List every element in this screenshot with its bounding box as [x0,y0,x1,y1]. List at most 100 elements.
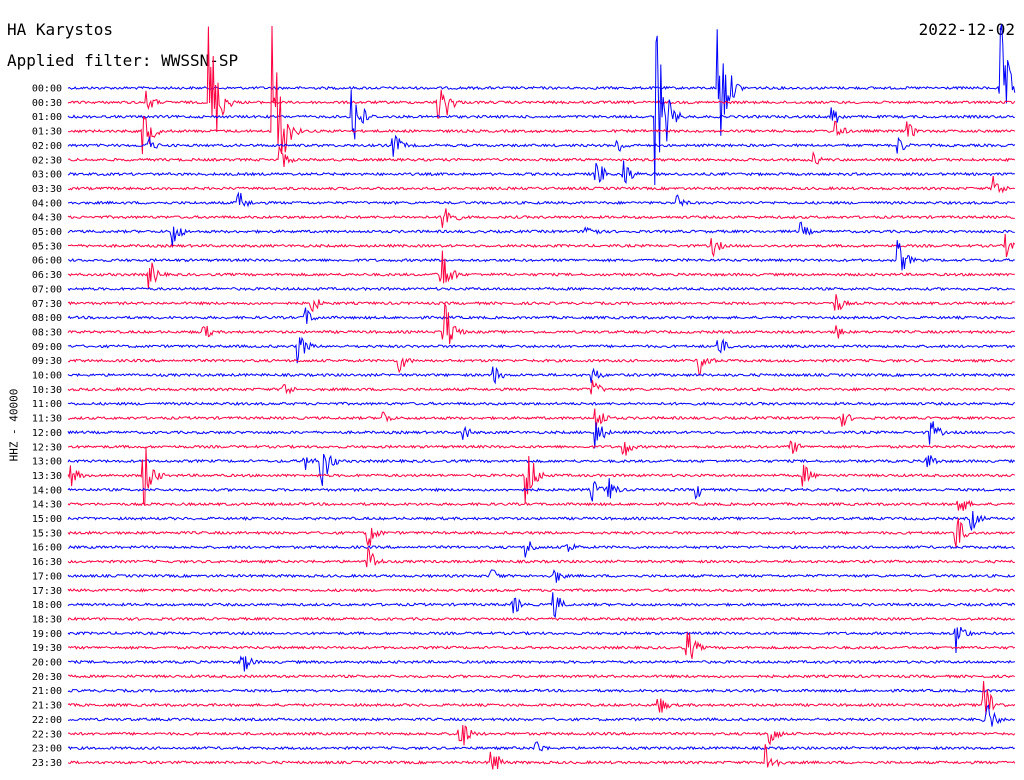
time-tick-label: 16:00 [32,543,62,554]
trace-row-0230 [67,145,1016,168]
time-tick-label: 02:30 [32,155,62,166]
trace-row-2030 [67,673,1015,679]
trace-group [67,24,1016,770]
trace-row-1730 [67,587,1015,593]
time-tick-label: 06:30 [32,270,62,281]
time-tick-label: 18:30 [32,614,62,625]
time-tick-label: 11:00 [32,399,62,410]
time-tick-label: 07:00 [32,284,62,295]
trace-row-1430 [67,499,1015,511]
trace-row-0030 [67,26,1016,132]
trace-row-1230 [67,440,1016,456]
time-tick-label: 09:30 [32,356,62,367]
trace-row-0300 [67,160,1015,184]
time-tick-label: 15:00 [32,514,62,525]
time-tick-label: 11:30 [32,414,62,425]
trace-row-0930 [67,357,1015,377]
trace-row-1530 [67,518,1016,548]
trace-row-2000 [67,655,1015,672]
trace-row-1900 [67,626,1015,654]
trace-row-0800 [67,307,1016,324]
time-tick-label: 14:30 [32,500,62,511]
trace-row-2130 [67,680,1016,715]
trace-row-1830 [67,616,1015,622]
time-tick-label: 19:30 [32,643,62,654]
time-tick-label: 04:30 [32,213,62,224]
time-tick-label: 04:00 [32,198,62,209]
trace-row-0830 [67,302,1015,345]
trace-row-0900 [67,336,1016,364]
time-tick-label: 07:30 [32,299,62,310]
trace-row-1600 [67,541,1015,558]
time-tick-label: 17:00 [32,571,62,582]
trace-row-2200 [67,704,1016,727]
time-tick-label: 10:00 [32,371,62,382]
trace-row-1630 [67,546,1016,568]
trace-row-0500 [67,221,1015,248]
trace-row-1300 [67,453,1016,486]
trace-row-1100 [67,401,1016,406]
time-tick-label: 20:00 [32,658,62,669]
trace-row-1500 [67,510,1016,531]
trace-row-1930 [67,632,1016,659]
time-tick-label: 22:00 [32,715,62,726]
time-tick-label: 08:30 [32,327,62,338]
time-tick-label: 16:30 [32,557,62,568]
trace-row-0700 [67,286,1016,292]
time-tick-label: 21:00 [32,686,62,697]
trace-row-0130 [67,25,1016,155]
trace-row-1330 [67,447,1015,505]
trace-row-0200 [67,134,1016,157]
time-tick-label: 17:30 [32,586,62,597]
time-tick-label: 19:00 [32,629,62,640]
time-tick-label: 02:00 [32,141,62,152]
trace-row-1700 [67,569,1016,583]
time-tick-label: 22:30 [32,729,62,740]
time-tick-label: 15:30 [32,528,62,539]
trace-row-2100 [67,688,1016,694]
time-tick-label: 03:00 [32,170,62,181]
trace-row-1000 [67,366,1016,385]
time-tick-label: 23:00 [32,744,62,755]
trace-row-0630 [67,250,1015,290]
trace-row-2330 [67,744,1016,770]
trace-row-1800 [67,592,1016,619]
trace-row-1400 [67,478,1016,502]
time-tick-label: 21:30 [32,701,62,712]
time-tick-label: 12:30 [32,442,62,453]
trace-row-1030 [67,380,1015,395]
time-tick-label: 18:00 [32,600,62,611]
time-tick-label: 12:00 [32,428,62,439]
trace-row-1200 [67,421,1015,449]
station-title: HA Karystos [7,20,113,39]
trace-row-1130 [67,408,1016,432]
time-tick-label: 10:30 [32,385,62,396]
trace-row-0000 [67,24,1016,136]
time-tick-label: 13:30 [32,471,62,482]
date-label: 2022-12-02 [918,20,1015,39]
trace-row-2230 [67,724,1016,746]
trace-row-0730 [67,294,1015,313]
time-tick-label: 13:00 [32,457,62,468]
time-tick-label: 14:00 [32,485,62,496]
trace-row-2300 [67,741,1016,752]
time-tick-label: 05:00 [32,227,62,238]
time-tick-label: 00:00 [32,84,62,95]
trace-row-0100 [67,35,1015,186]
time-tick-label: 23:30 [32,758,62,769]
trace-row-0330 [67,175,1016,194]
time-tick-label: 01:00 [32,112,62,123]
time-tick-label: 20:30 [32,672,62,683]
time-tick-label: 09:00 [32,342,62,353]
time-tick-label: 00:30 [32,98,62,109]
time-tick-label: 03:30 [32,184,62,195]
time-tick-label: 08:00 [32,313,62,324]
trace-row-0600 [67,240,1015,271]
filter-label: Applied filter: WWSSN-SP [7,51,239,70]
time-tick-label: 01:30 [32,127,62,138]
time-tick-group: 00:00 00:30 01:00 01:30 02:00 02:30 03:00 03:30… [32,84,62,769]
time-tick-label: 06:00 [32,256,62,267]
trace-row-0430 [67,208,1015,228]
trace-row-0400 [67,191,1016,208]
